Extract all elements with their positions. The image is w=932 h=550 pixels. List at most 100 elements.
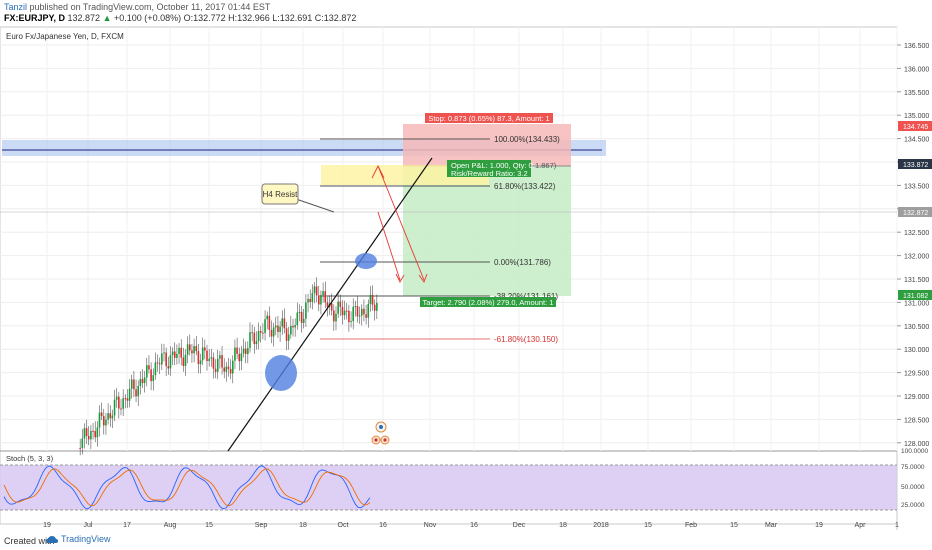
- time-tick-label: Dec: [513, 522, 526, 529]
- candle-body: [141, 379, 144, 384]
- callout-box[interactable]: [261, 183, 299, 205]
- candle-body: [154, 362, 157, 376]
- candle-body: [152, 375, 155, 382]
- price-tick-label: 128.500: [904, 417, 929, 424]
- candle-body: [352, 306, 354, 322]
- candle-body: [345, 310, 348, 312]
- candle-body: [105, 419, 107, 426]
- time-tick-label: Feb: [685, 522, 697, 529]
- symbol-info: FX:EURJPY, D 132.872 ▲ +0.100 (+0.08%) O…: [4, 13, 356, 23]
- footer: Created with TradingView: [0, 530, 932, 550]
- price-chart[interactable]: Euro Fx/Japanese Yen, D, FXCM 100.00%(13…: [0, 0, 932, 530]
- time-tick-label: 1: [895, 522, 899, 529]
- time-tick-label: 18: [559, 522, 567, 529]
- candle-body: [163, 352, 165, 354]
- candle-body: [339, 301, 342, 307]
- projection-arrowhead-2: [395, 273, 405, 283]
- price-tick-label: 135.000: [904, 113, 929, 120]
- candle-body: [124, 398, 127, 400]
- fib-618-label: 61.80%(133.422): [494, 182, 556, 191]
- candle-body: [240, 353, 243, 362]
- price-tick-label: 132.000: [904, 254, 929, 261]
- candle-body: [83, 428, 86, 439]
- close-value: C:132.872: [314, 13, 357, 23]
- last-price: 132.872: [67, 13, 101, 23]
- price-tick-label: 129.000: [904, 394, 929, 401]
- dark-price-text: 133.872: [903, 162, 928, 169]
- candle-body: [275, 325, 277, 328]
- time-tick-label: Mar: [765, 522, 778, 529]
- price-tick-label: 136.500: [904, 43, 929, 50]
- projection-arrowhead-3: [418, 273, 428, 283]
- published-text: published on TradingView.com, October 11…: [29, 2, 271, 12]
- candle-body: [335, 313, 337, 322]
- time-tick-label: Sep: [255, 522, 268, 529]
- candle-body: [100, 412, 103, 417]
- symbol-name[interactable]: FX:EURJPY, D: [4, 13, 66, 23]
- candle-body: [85, 428, 88, 436]
- candle-body: [305, 302, 307, 319]
- candle-body: [79, 448, 81, 449]
- open-value: O:132.772: [183, 13, 226, 23]
- projection-arrow-1: [377, 211, 401, 281]
- candle-body: [197, 351, 200, 365]
- candle-body: [199, 360, 202, 365]
- candle-body: [311, 293, 314, 302]
- stoch-d-line: [3, 468, 371, 507]
- pnl-line2: Risk/Reward Ratio: 3.2: [451, 169, 528, 178]
- candle-body: [87, 435, 90, 440]
- candle-body: [191, 350, 193, 354]
- candle-body: [208, 358, 210, 362]
- price-tick-label: 128.000: [904, 441, 929, 448]
- stoch-tick-label: 50.0000: [901, 484, 925, 491]
- price-axis[interactable]: 136.500136.000135.500135.000134.500134.0…: [897, 43, 929, 448]
- candle-body: [249, 332, 251, 348]
- candle-body: [361, 308, 363, 316]
- stoch-tick-label: 75.0000: [901, 464, 925, 471]
- time-tick-label: Apr: [855, 522, 867, 529]
- tradingview-brand: TradingView: [61, 534, 111, 544]
- tradingview-logo[interactable]: TradingView: [46, 534, 111, 544]
- candle-body: [358, 315, 361, 317]
- candle-body: [287, 334, 290, 341]
- author-link[interactable]: Tanzil: [4, 2, 28, 12]
- candle-body: [201, 347, 204, 361]
- candle-body: [128, 388, 131, 401]
- candle-body: [234, 347, 236, 361]
- candle-body: [356, 306, 359, 317]
- candle-body: [186, 344, 189, 355]
- support-circle-2: [355, 253, 377, 269]
- price-tick-label: 132.500: [904, 230, 929, 237]
- candle-body: [333, 310, 335, 322]
- time-tick-label: 2018: [593, 522, 609, 529]
- candle-body: [113, 399, 116, 416]
- time-axis[interactable]: 19 Jul 17 Aug 15 Sep 18 Oct 16 Nov 16 Dec 18 2018 15 Fe…: [43, 522, 899, 529]
- candle-body: [365, 314, 367, 318]
- candle-body: [223, 367, 225, 372]
- candle-body: [294, 325, 296, 328]
- price-tick-label: 129.500: [904, 371, 929, 378]
- fib-100-label: 100.00%(134.433): [494, 135, 560, 144]
- price-tick-label: 131.000: [904, 300, 929, 307]
- candle-body: [257, 330, 260, 342]
- chart-title: Euro Fx/Japanese Yen, D, FXCM: [6, 32, 124, 41]
- stoch-band: [0, 465, 897, 510]
- target-zone: [403, 166, 571, 296]
- candle-body: [253, 332, 256, 345]
- candle-body: [270, 329, 273, 337]
- price-change: +0.100 (+0.08%): [114, 13, 182, 23]
- price-tick-label: 133.500: [904, 183, 929, 190]
- candle-body: [184, 354, 187, 366]
- candle-body: [238, 353, 241, 362]
- price-tick-label: 131.500: [904, 277, 929, 284]
- time-tick-label: Oct: [338, 522, 349, 529]
- trend-line[interactable]: [227, 157, 433, 452]
- target-label-bg: [420, 297, 556, 307]
- candle-body: [171, 351, 174, 356]
- candle-body: [229, 368, 232, 374]
- callout-text: H4 Resist: [263, 190, 298, 199]
- time-tick-label: 16: [470, 522, 478, 529]
- candle-body: [330, 303, 333, 311]
- candle-body: [137, 385, 139, 397]
- candle-body: [371, 294, 374, 305]
